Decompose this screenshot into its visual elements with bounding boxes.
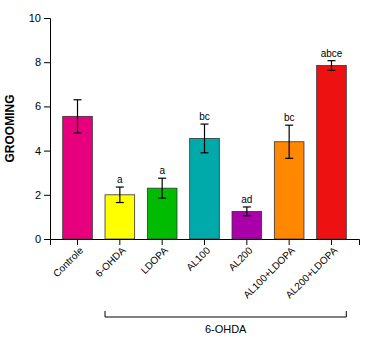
- x-tick-mark: [162, 239, 163, 245]
- x-tick-mark: [119, 239, 120, 245]
- y-tick-mark: [44, 62, 50, 63]
- y-tick: 2: [35, 189, 50, 201]
- y-tick: 4: [35, 145, 50, 157]
- significance-label: abce: [321, 48, 343, 59]
- error-bar: [285, 125, 293, 158]
- x-tick: AL100: [184, 239, 213, 273]
- error-bar-stem: [162, 178, 163, 198]
- error-bar: [116, 187, 124, 202]
- y-tick: 10: [29, 12, 50, 24]
- x-tick: LDOPA: [139, 239, 170, 276]
- significance-label: a: [117, 174, 123, 185]
- error-bar-cap: [158, 178, 166, 179]
- significance-label: a: [159, 165, 165, 176]
- x-tick-mark: [331, 239, 332, 245]
- x-tick: 6-OHDA: [93, 239, 128, 279]
- x-tick-mark: [289, 239, 290, 245]
- error-bar-stem: [119, 187, 120, 202]
- error-bar-cap: [201, 152, 209, 153]
- annotations: a a bc ad bc abce: [117, 48, 343, 205]
- x-axis: Controle6-OHDALDOPAAL100AL200AL100+LDOPA…: [51, 239, 360, 300]
- error-bar-cap: [116, 202, 124, 203]
- marks: [63, 61, 347, 239]
- significance-label: bc: [199, 111, 210, 122]
- x-axis-line: [51, 240, 360, 246]
- error-bar-stem: [246, 207, 247, 216]
- plot: 0246810Controle6-OHDALDOPAAL100AL200AL10…: [29, 12, 360, 335]
- error-bar-stem: [331, 61, 332, 71]
- y-tick: 8: [35, 56, 50, 68]
- y-tick-label: 0: [35, 233, 41, 245]
- bracket-line: [105, 311, 346, 317]
- y-tick-label: 8: [35, 56, 41, 68]
- y-tick: 0: [35, 233, 50, 245]
- y-tick: 6: [35, 100, 50, 112]
- error-bar-cap: [243, 206, 251, 207]
- x-tick-label: AL200+LDOPA: [283, 244, 339, 300]
- error-bar-cap: [158, 198, 166, 199]
- bar: [232, 211, 262, 239]
- significance-label: bc: [284, 112, 295, 123]
- y-tick-mark: [44, 195, 50, 196]
- error-bar-stem: [204, 124, 205, 153]
- y-tick-label: 10: [29, 12, 41, 24]
- error-bar-cap: [285, 125, 293, 126]
- error-bar-cap: [243, 215, 251, 216]
- x-tick-mark: [77, 239, 78, 245]
- x-tick-mark: [246, 239, 247, 245]
- error-bar: [243, 207, 251, 216]
- bar: [190, 138, 220, 239]
- error-bar-cap: [285, 158, 293, 159]
- y-tick-mark: [44, 151, 50, 152]
- y-tick-mark: [44, 18, 50, 19]
- error-bar-cap: [327, 70, 335, 71]
- x-tick: AL200+LDOPA: [283, 239, 339, 300]
- y-axis: 0 2 4 6 8 10: [29, 12, 51, 245]
- error-bar-cap: [201, 123, 209, 124]
- y-tick-label: 4: [35, 145, 41, 157]
- error-bar: [201, 124, 209, 153]
- error-bar: [327, 61, 335, 71]
- y-tick-mark: [44, 239, 50, 240]
- y-axis-title: GROOMING: [3, 95, 17, 163]
- x-tick: Controle: [51, 239, 86, 279]
- x-tick-label: LDOPA: [139, 244, 170, 275]
- x-tick-label: AL100: [184, 244, 213, 273]
- x-tick-label: AL200: [226, 244, 255, 273]
- bracket-label: 6-OHDA: [205, 323, 247, 335]
- x-tick-label: 6-OHDA: [93, 244, 128, 279]
- error-bar-cap: [327, 60, 335, 61]
- x-tick-mark: [204, 239, 205, 245]
- chart: 0246810Controle6-OHDALDOPAAL100AL200AL10…: [0, 0, 371, 357]
- error-bar-stem: [77, 100, 78, 133]
- x-tick-label: Controle: [51, 244, 86, 279]
- error-bar-cap: [116, 186, 124, 187]
- bar: [317, 66, 347, 239]
- significance-label: ad: [241, 194, 252, 205]
- bar: [63, 116, 93, 239]
- y-tick-label: 6: [35, 100, 41, 112]
- y-tick-mark: [44, 106, 50, 107]
- y-tick-label: 2: [35, 189, 41, 201]
- x-tick: AL200: [226, 239, 255, 273]
- error-bar-stem: [289, 125, 290, 158]
- error-bar-cap: [74, 132, 82, 133]
- error-bar: [158, 178, 166, 198]
- bracket: 6-OHDA: [105, 311, 346, 335]
- error-bar: [74, 100, 82, 133]
- y-axis-line: [44, 19, 51, 240]
- error-bar-cap: [74, 99, 82, 100]
